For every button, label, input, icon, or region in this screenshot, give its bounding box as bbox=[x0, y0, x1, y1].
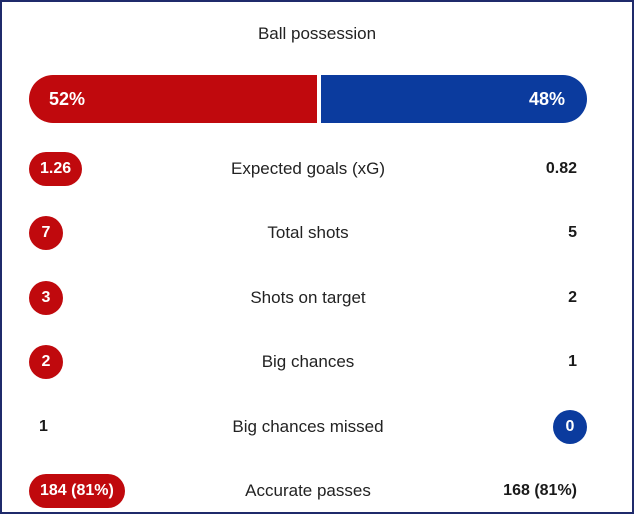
away-value: 2 bbox=[568, 289, 577, 306]
stat-label: Total shots bbox=[267, 223, 349, 242]
stat-row-big-chances: Big chances 2 1 bbox=[29, 345, 587, 379]
stat-label: Expected goals (xG) bbox=[230, 159, 385, 178]
away-value: 1 bbox=[568, 353, 577, 370]
stat-label: Big chances bbox=[261, 352, 355, 371]
home-value: 2 bbox=[29, 345, 63, 379]
home-value: 184 (81%) bbox=[29, 474, 125, 508]
possession-home: 52% bbox=[29, 75, 317, 123]
away-value: 5 bbox=[568, 224, 577, 241]
away-value: 0.82 bbox=[545, 160, 577, 177]
possession-away: 48% bbox=[321, 75, 587, 123]
away-value: 0 bbox=[553, 410, 587, 444]
stat-row-total-shots: Total shots 7 5 bbox=[29, 216, 587, 250]
section-title: Ball possession bbox=[257, 24, 377, 43]
stat-row-accurate-passes: Accurate passes 184 (81%) 168 (81%) bbox=[29, 474, 587, 508]
stat-label: Accurate passes bbox=[245, 481, 371, 500]
stat-label: Big chances missed bbox=[232, 417, 384, 436]
home-value: 1.26 bbox=[29, 152, 83, 186]
away-value: 168 (81%) bbox=[503, 482, 577, 499]
home-value: 1 bbox=[39, 418, 48, 435]
stat-row-xg: Expected goals (xG) 1.26 0.82 bbox=[29, 152, 587, 186]
stat-row-big-chances-missed: Big chances missed 1 0 bbox=[29, 410, 587, 444]
stat-label: Shots on target bbox=[250, 288, 366, 307]
home-value: 7 bbox=[29, 216, 63, 250]
stat-row-shots-on-target: Shots on target 3 2 bbox=[29, 281, 587, 315]
possession-bar: 52% 48% bbox=[29, 75, 587, 123]
home-value: 3 bbox=[29, 281, 63, 315]
